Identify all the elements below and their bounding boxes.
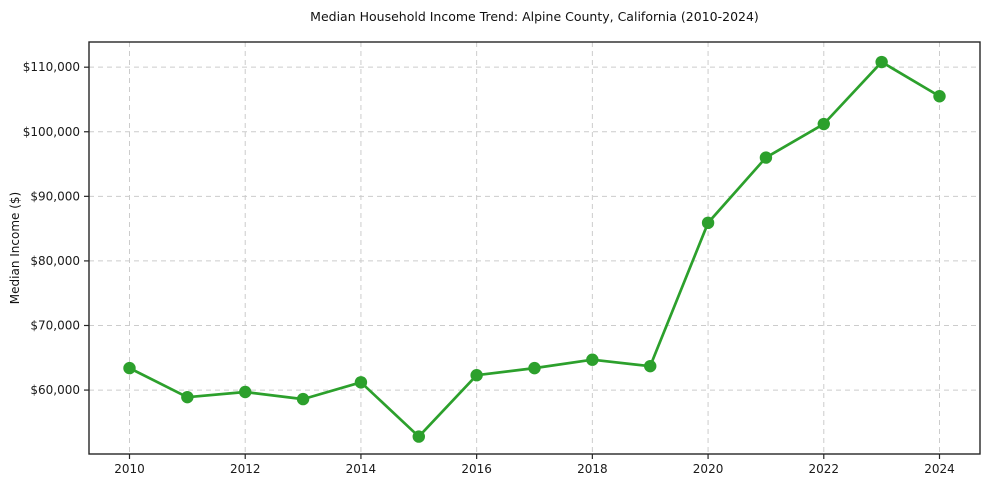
chart-title: Median Household Income Trend: Alpine Co… — [310, 9, 759, 24]
x-tick-label: 2020 — [693, 462, 724, 476]
data-point-2011 — [181, 390, 194, 404]
data-point-2023 — [875, 55, 888, 69]
data-point-2021 — [759, 151, 773, 164]
x-tick-label: 2010 — [114, 462, 145, 476]
data-point-2016 — [470, 369, 483, 382]
data-point-2018 — [586, 353, 599, 366]
data-point-2010 — [123, 361, 136, 375]
data-point-2019 — [644, 359, 657, 373]
data-point-2022 — [817, 117, 830, 131]
y-tick-label: $90,000 — [30, 189, 80, 203]
x-tick-label: 2016 — [461, 462, 492, 476]
data-point-2013 — [296, 392, 310, 406]
data-point-2012 — [239, 385, 252, 399]
x-tick-label: 2022 — [809, 462, 840, 476]
data-point-2020 — [701, 216, 715, 230]
x-tick-label: 2014 — [346, 462, 377, 476]
plot-frame — [88, 41, 981, 455]
data-point-2024 — [933, 90, 946, 103]
data-point-2017 — [528, 361, 541, 375]
data-point-2015 — [412, 430, 425, 443]
y-tick-label: $80,000 — [30, 254, 80, 268]
x-tick-label: 2024 — [924, 462, 955, 476]
y-tick-label: $70,000 — [30, 318, 80, 332]
y-tick-label: $100,000 — [23, 125, 80, 139]
y-tick-label: $60,000 — [30, 383, 80, 397]
trend-line — [128, 60, 941, 438]
x-tick-label: 2018 — [577, 462, 608, 476]
x-tick-label: 2012 — [230, 462, 261, 476]
data-point-2014 — [354, 376, 368, 389]
y-tick-label: $110,000 — [23, 60, 80, 74]
